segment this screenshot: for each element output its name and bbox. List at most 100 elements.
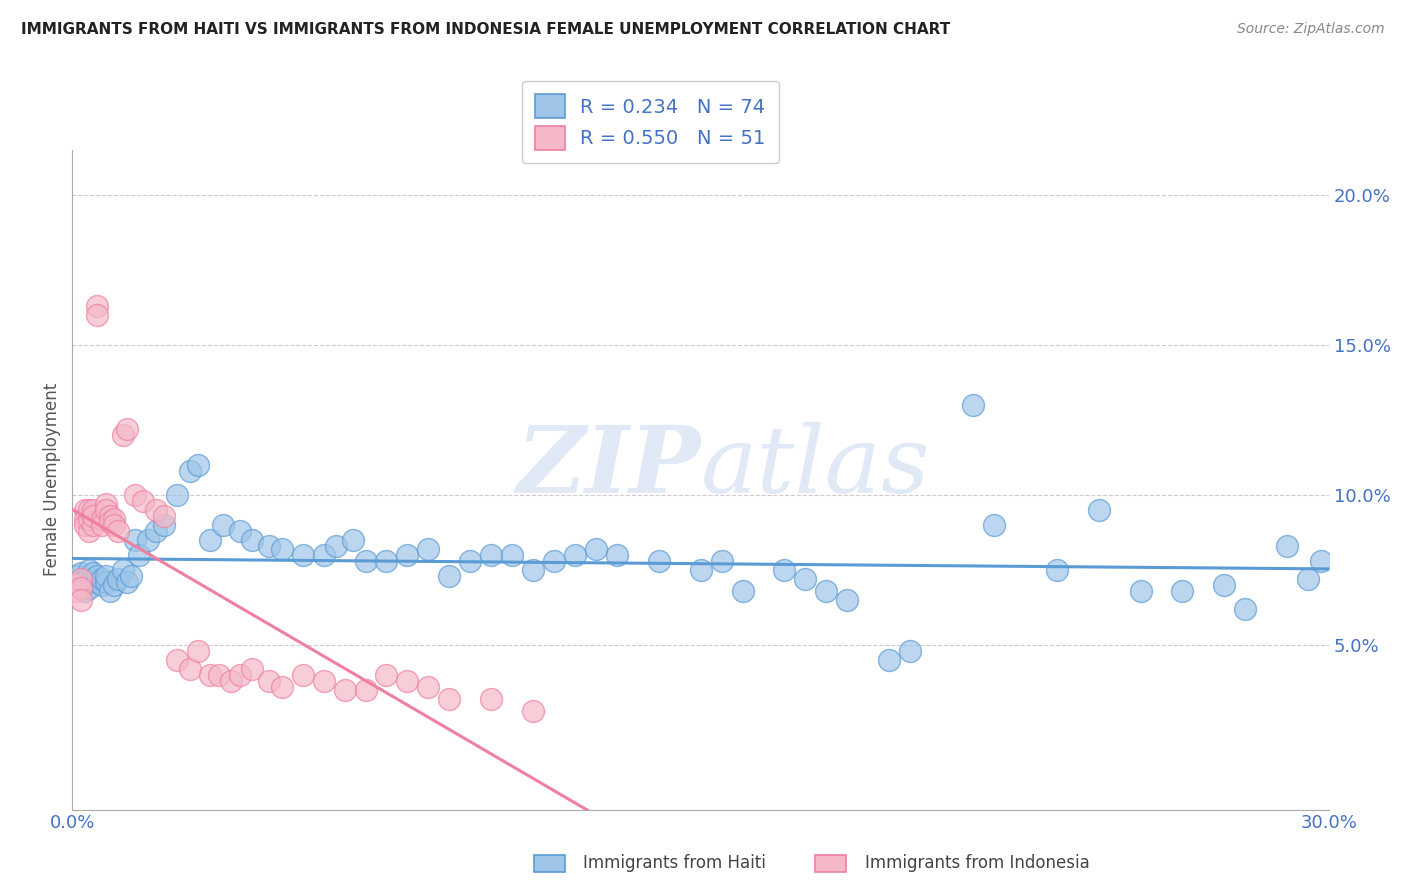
Point xyxy=(815,583,838,598)
Point xyxy=(124,533,146,547)
Point xyxy=(69,578,91,592)
Point xyxy=(73,583,96,598)
Point xyxy=(270,680,292,694)
Point xyxy=(208,667,231,681)
Point xyxy=(501,548,523,562)
Point xyxy=(229,524,252,538)
Text: atlas: atlas xyxy=(700,422,931,512)
Point xyxy=(65,568,87,582)
Point xyxy=(564,548,586,562)
Point xyxy=(103,517,125,532)
Point xyxy=(585,541,607,556)
Point xyxy=(107,572,129,586)
Point xyxy=(77,512,100,526)
Text: Source: ZipAtlas.com: Source: ZipAtlas.com xyxy=(1237,22,1385,37)
Point xyxy=(396,673,419,688)
Point xyxy=(103,512,125,526)
Point xyxy=(82,508,104,523)
Y-axis label: Female Unemployment: Female Unemployment xyxy=(44,384,60,576)
Point xyxy=(136,533,159,547)
Point xyxy=(187,643,209,657)
Point xyxy=(94,568,117,582)
Point xyxy=(1234,601,1257,615)
Point xyxy=(73,517,96,532)
Point xyxy=(77,581,100,595)
Point xyxy=(90,517,112,532)
Point xyxy=(73,572,96,586)
Point xyxy=(179,464,201,478)
Point xyxy=(773,563,796,577)
Point xyxy=(242,533,264,547)
Point xyxy=(794,572,817,586)
Point xyxy=(69,572,91,586)
Point xyxy=(962,398,984,412)
Point xyxy=(107,524,129,538)
Point xyxy=(270,541,292,556)
Point xyxy=(145,524,167,538)
Text: Immigrants from Indonesia: Immigrants from Indonesia xyxy=(865,855,1090,872)
Point xyxy=(82,517,104,532)
Point xyxy=(1171,583,1194,598)
Point xyxy=(86,568,108,582)
Point xyxy=(77,563,100,577)
Point xyxy=(120,568,142,582)
Point xyxy=(354,554,377,568)
Point xyxy=(439,691,461,706)
Point xyxy=(115,422,138,436)
Point xyxy=(291,667,314,681)
Point xyxy=(375,667,398,681)
Point xyxy=(69,592,91,607)
Point xyxy=(354,682,377,697)
Point xyxy=(257,673,280,688)
Point xyxy=(1277,539,1299,553)
Point xyxy=(325,539,347,553)
Point xyxy=(877,653,900,667)
Point xyxy=(166,653,188,667)
Point xyxy=(543,554,565,568)
Point xyxy=(200,667,222,681)
Point xyxy=(418,680,440,694)
Point xyxy=(90,572,112,586)
Point xyxy=(179,662,201,676)
Point xyxy=(1046,563,1069,577)
Point xyxy=(396,548,419,562)
Point xyxy=(479,548,502,562)
Point xyxy=(983,517,1005,532)
Point xyxy=(1087,503,1109,517)
Point xyxy=(1309,554,1331,568)
Point xyxy=(128,548,150,562)
Point xyxy=(689,563,711,577)
Point xyxy=(90,512,112,526)
Point xyxy=(221,673,243,688)
Point xyxy=(94,497,117,511)
Point xyxy=(648,554,671,568)
Point xyxy=(229,667,252,681)
Point xyxy=(1213,578,1236,592)
Point xyxy=(69,566,91,580)
Point xyxy=(242,662,264,676)
Point xyxy=(65,578,87,592)
Point xyxy=(111,563,134,577)
Point xyxy=(86,299,108,313)
Point xyxy=(65,574,87,589)
Point xyxy=(111,428,134,442)
Point xyxy=(82,566,104,580)
Point xyxy=(200,533,222,547)
Point xyxy=(333,682,356,697)
Text: Immigrants from Haiti: Immigrants from Haiti xyxy=(583,855,766,872)
Point xyxy=(94,574,117,589)
Point xyxy=(522,563,544,577)
Legend: R = 0.234   N = 74, R = 0.550   N = 51: R = 0.234 N = 74, R = 0.550 N = 51 xyxy=(522,81,779,163)
Point xyxy=(187,458,209,472)
Point xyxy=(86,308,108,322)
Point xyxy=(98,583,121,598)
Point xyxy=(291,548,314,562)
Point xyxy=(86,574,108,589)
Point xyxy=(82,572,104,586)
Point xyxy=(312,673,335,688)
Point xyxy=(115,574,138,589)
Point xyxy=(342,533,364,547)
Point xyxy=(257,539,280,553)
Point xyxy=(710,554,733,568)
Point xyxy=(90,578,112,592)
